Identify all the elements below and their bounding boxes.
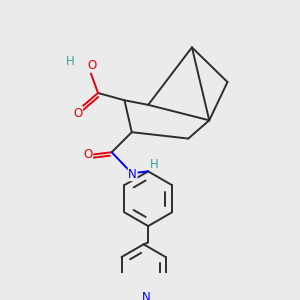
Text: H: H bbox=[66, 55, 75, 68]
Text: O: O bbox=[83, 148, 93, 160]
Text: O: O bbox=[74, 106, 82, 119]
Text: H: H bbox=[150, 158, 159, 171]
Text: O: O bbox=[87, 59, 96, 72]
Text: N: N bbox=[142, 291, 151, 300]
Text: N: N bbox=[128, 168, 137, 181]
